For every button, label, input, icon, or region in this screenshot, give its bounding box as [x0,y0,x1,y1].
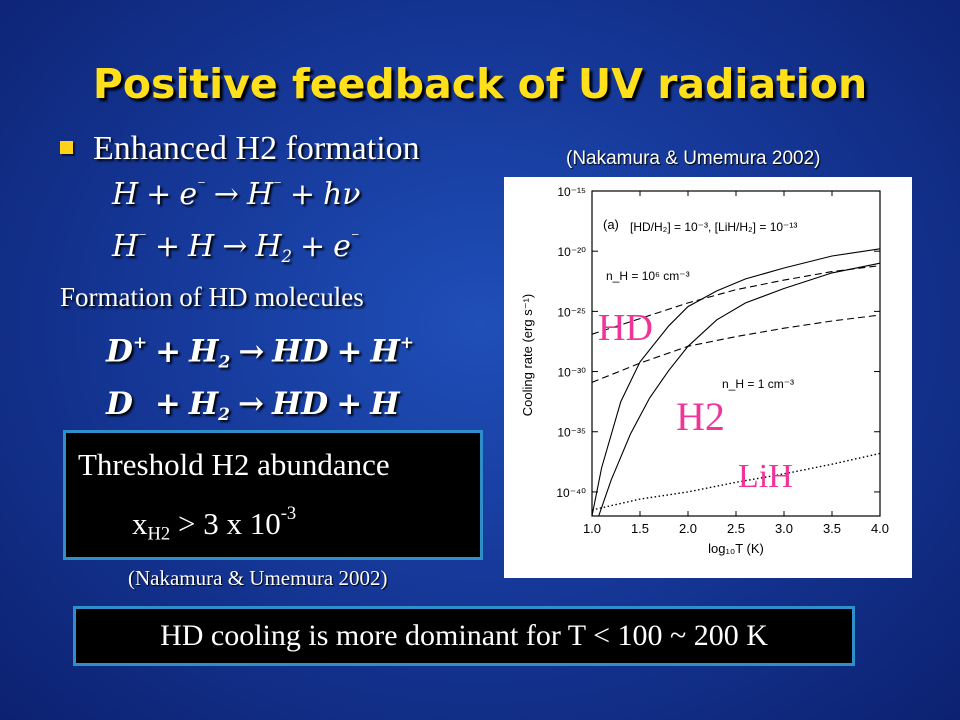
axis-ticks: 1.0 1.5 2.0 2.5 3.0 3.5 4.0 10⁻¹⁵ 10⁻²⁰ 10⁻²⁵ 10⁻³… [556,185,889,536]
bullet-item: Enhanced H2 formation [60,130,420,168]
bullet-square-icon [60,140,73,154]
series-line-3 [591,265,881,335]
bullet-text: Enhanced H2 formation [93,130,420,167]
eq-sup: ⁻ [350,228,360,247]
threshold-sub: H2 [147,523,171,545]
eq-term: H [246,177,274,213]
y-tick-label: 10⁻³⁰ [558,366,587,380]
high-density-annotation: n_H = 10⁶ cm⁻³ [606,269,690,283]
citation-right: (Nakamura & Umemura 2002) [566,148,821,169]
panel-label: (a) [603,217,619,232]
eq-op: + [289,177,315,213]
series-line-5 [591,452,881,511]
y-tick-label: 10⁻²⁰ [558,245,587,259]
abundance-annotation: [HD/H₂] = 10⁻³, [LiH/H₂] = 10⁻¹³ [630,220,797,234]
cooling-rate-figure: 1.0 1.5 2.0 2.5 3.0 3.5 4.0 10⁻¹⁵ 10⁻²⁰ 10⁻²⁵ 10⁻³… [504,177,912,578]
y-tick-label: 10⁻²⁵ [557,305,586,319]
threshold-box: Threshold H2 abundance xH2 > 3 x 10-3 [63,430,483,560]
x-tick-label: 2.0 [679,521,697,536]
threshold-label: Threshold H2 abundance [78,447,390,482]
eq-sup: ⁻ [138,228,147,247]
lih-overlay-label: LiH [738,458,793,495]
threshold-mid: > 3 x 10 [170,505,281,541]
series-line-4 [591,314,881,383]
threshold-x: x [132,505,148,541]
x-axis-label: log₁₀T (K) [708,541,764,556]
x-tick-label: 3.0 [775,521,793,536]
x-tick-label: 2.5 [727,521,745,536]
hd-formation-heading: Formation of HD molecules [60,282,364,312]
cooling-rate-chart: 1.0 1.5 2.0 2.5 3.0 3.5 4.0 10⁻¹⁵ 10⁻²⁰ 10⁻²⁵ 10⁻³… [520,185,889,556]
eq-term: e [333,229,351,265]
eq-term: H [112,229,139,265]
eq-op: → [222,229,248,265]
x-tick-label: 1.0 [583,521,601,536]
slide-title: Positive feedback of UV radiation [92,60,868,108]
eq-op: + [146,177,172,213]
eq-term: hν [322,177,361,213]
equation-hd-formation-neutral: D + H2 → HD + H [106,386,400,425]
x-tick-label: 3.5 [823,521,841,536]
eq-term: H [255,229,282,265]
hd-overlay-label: HD [598,307,653,349]
x-tick-label: 4.0 [871,521,889,536]
series-line-1 [591,248,881,517]
eq-op: + [300,229,326,265]
eq-sup: ⁻ [197,176,206,195]
eq-term: e [179,177,198,213]
equation-h-minus-formation: H + e⁻ → H⁻ + hν [112,176,361,212]
low-density-annotation: n_H = 1 cm⁻³ [722,377,794,391]
h2-overlay-label: H2 [676,394,725,439]
x-tick-label: 1.5 [631,521,649,536]
eq-sup: ⁻ [273,176,282,195]
equation-hd-formation-ion: D+ + H2 → HD + H+ [106,333,415,373]
series-group [591,248,881,517]
y-axis-label: Cooling rate (erg s⁻¹) [520,294,535,416]
eq-term: H [188,229,215,265]
equation-h2-formation: H⁻ + H → H2 + e⁻ [112,228,360,266]
eq-sub: 2 [281,246,293,266]
y-tick-label: 10⁻¹⁵ [557,185,586,199]
y-tick-label: 10⁻⁴⁰ [556,486,586,500]
eq-op: → [213,177,239,213]
plot-frame [591,190,881,517]
threshold-exponent: -3 [280,503,297,524]
eq-op: + [154,229,181,265]
threshold-value: xH2 > 3 x 10-3 [132,503,296,545]
eq-term: H [112,177,139,213]
conclusion-box: HD cooling is more dominant for T < 100 … [73,606,855,666]
citation-left: (Nakamura & Umemura 2002) [128,566,388,590]
y-tick-label: 10⁻³⁵ [557,426,586,440]
